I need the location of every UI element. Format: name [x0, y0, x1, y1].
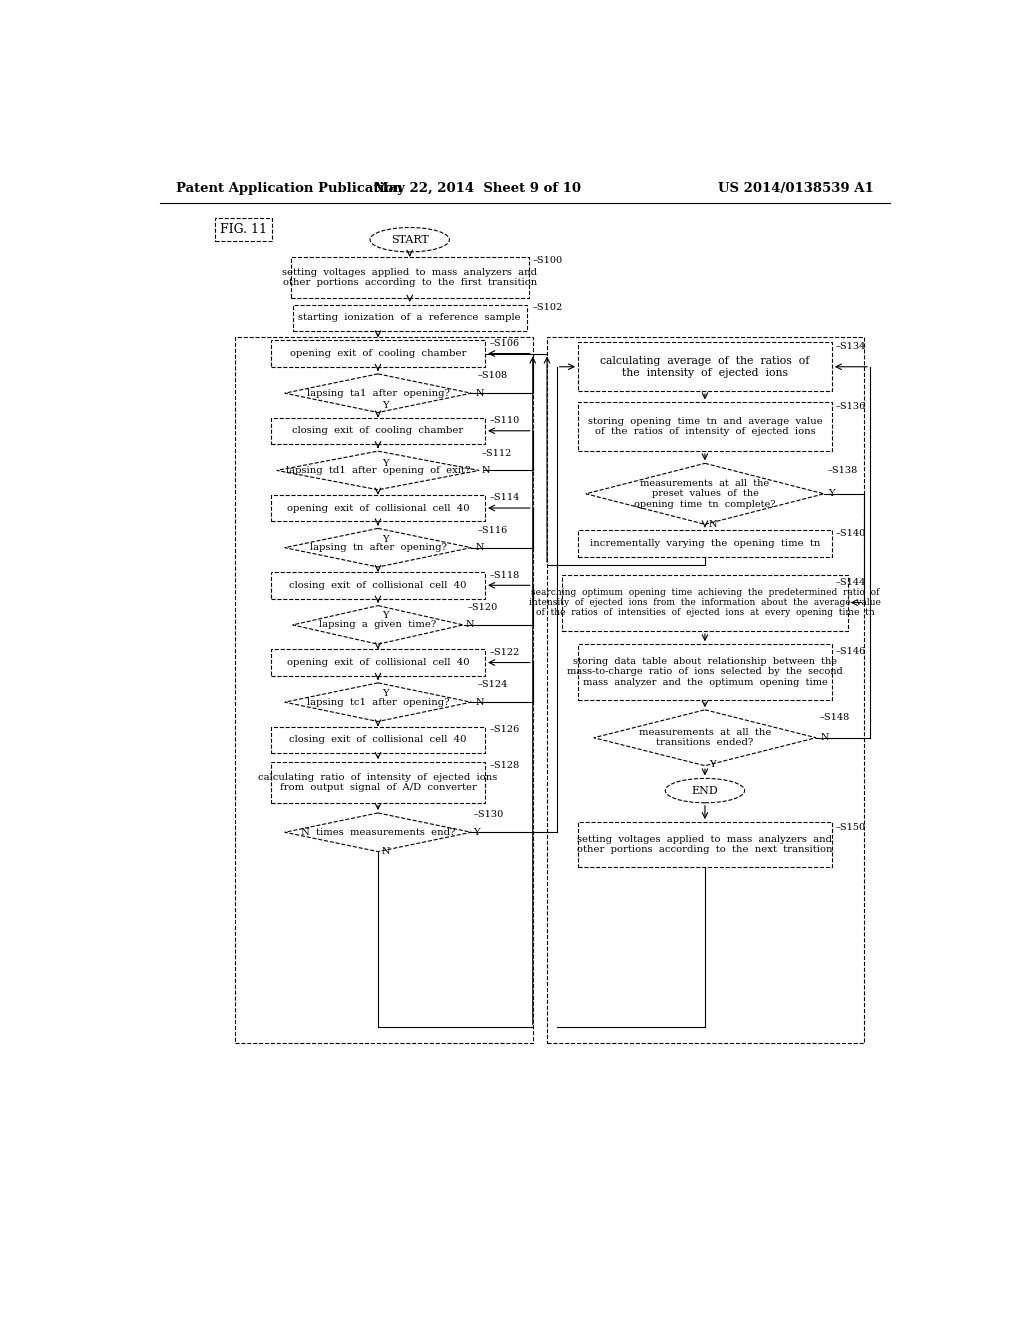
- Text: May 22, 2014  Sheet 9 of 10: May 22, 2014 Sheet 9 of 10: [374, 182, 581, 195]
- Text: –S128: –S128: [489, 760, 519, 770]
- Text: Y: Y: [382, 611, 388, 620]
- Text: Y: Y: [382, 459, 388, 467]
- Text: –S134: –S134: [836, 342, 866, 351]
- Text: searching  optimum  opening  time  achieving  the  predetermined  ratio  of
inte: searching optimum opening time achieving…: [529, 587, 881, 618]
- Text: –S144: –S144: [836, 578, 866, 586]
- Text: –S106: –S106: [489, 339, 519, 348]
- Text: Y: Y: [709, 760, 716, 768]
- Text: calculating  average  of  the  ratios  of
the  intensity  of  ejected  ions: calculating average of the ratios of the…: [600, 356, 810, 378]
- Text: setting  voltages  applied  to  mass  analyzers  and
other  portions  according : setting voltages applied to mass analyze…: [283, 268, 538, 286]
- Text: incrementally  varying  the  opening  time  tn: incrementally varying the opening time t…: [590, 539, 820, 548]
- Text: –S136: –S136: [836, 401, 866, 411]
- Text: Y: Y: [473, 828, 479, 837]
- Text: –S116: –S116: [477, 525, 508, 535]
- Text: Y: Y: [382, 401, 388, 411]
- Text: closing  exit  of  collisional  cell  40: closing exit of collisional cell 40: [289, 735, 467, 744]
- Text: Y: Y: [382, 535, 388, 544]
- Text: –S138: –S138: [828, 466, 858, 475]
- Text: Y: Y: [828, 490, 835, 499]
- Text: starting  ionization  of  a  reference  sample: starting ionization of a reference sampl…: [298, 313, 521, 322]
- Text: N: N: [475, 388, 484, 397]
- Text: –S124: –S124: [477, 680, 508, 689]
- Text: setting  voltages  applied  to  mass  analyzers  and
other  portions  according : setting voltages applied to mass analyze…: [578, 834, 833, 854]
- Text: opening  exit  of  collisional  cell  40: opening exit of collisional cell 40: [287, 503, 469, 512]
- Text: N: N: [821, 733, 829, 742]
- Text: N: N: [382, 847, 390, 857]
- Text: –S110: –S110: [489, 416, 519, 425]
- Text: FIG. 11: FIG. 11: [219, 223, 266, 236]
- Text: calculating  ratio  of  intensity  of  ejected  ions
from  output  signal  of  A: calculating ratio of intensity of ejecte…: [258, 772, 498, 792]
- Text: US 2014/0138539 A1: US 2014/0138539 A1: [718, 182, 873, 195]
- Text: N  times  measurements  end?: N times measurements end?: [301, 828, 456, 837]
- Text: –S146: –S146: [836, 647, 866, 656]
- Text: measurements  at  all  the
preset  values  of  the
opening  time  tn  complete?: measurements at all the preset values of…: [634, 479, 776, 508]
- Text: –S140: –S140: [836, 529, 866, 539]
- Text: –S118: –S118: [489, 570, 519, 579]
- Text: lapsing  tc1  after  opening?: lapsing tc1 after opening?: [307, 698, 450, 706]
- Text: –S130: –S130: [473, 810, 504, 820]
- Text: lapsing  ta1  after  opening?: lapsing ta1 after opening?: [306, 388, 450, 397]
- Text: opening  exit  of  cooling  chamber: opening exit of cooling chamber: [290, 348, 466, 358]
- Text: –S100: –S100: [532, 256, 563, 264]
- Text: opening  exit  of  collisional  cell  40: opening exit of collisional cell 40: [287, 659, 469, 667]
- Text: storing  data  table  about  relationship  between  the
mass-to-charge  ratio  o: storing data table about relationship be…: [567, 657, 843, 686]
- Text: closing  exit  of  collisional  cell  40: closing exit of collisional cell 40: [289, 581, 467, 590]
- Text: –S150: –S150: [836, 822, 866, 832]
- Text: –S126: –S126: [489, 725, 519, 734]
- Text: storing  opening  time  tn  and  average  value
of  the  ratios  of  intensity  : storing opening time tn and average valu…: [588, 417, 822, 437]
- Text: –S148: –S148: [820, 713, 850, 722]
- Text: N: N: [709, 520, 718, 529]
- Text: –S102: –S102: [532, 304, 563, 313]
- Text: lapsing  tn  after  opening?: lapsing tn after opening?: [309, 544, 446, 552]
- Text: –S120: –S120: [468, 603, 498, 612]
- Text: START: START: [391, 235, 429, 244]
- Text: –S114: –S114: [489, 494, 519, 503]
- Text: closing  exit  of  cooling  chamber: closing exit of cooling chamber: [293, 426, 464, 436]
- Text: lapsing  a  given  time?: lapsing a given time?: [319, 620, 436, 630]
- Text: –S112: –S112: [482, 449, 512, 458]
- Text: END: END: [691, 785, 718, 796]
- Text: –S122: –S122: [489, 648, 519, 657]
- Text: measurements  at  all  the
transitions  ended?: measurements at all the transitions ende…: [639, 729, 771, 747]
- Text: N: N: [475, 698, 484, 706]
- Text: Patent Application Publication: Patent Application Publication: [176, 182, 402, 195]
- Text: N: N: [481, 466, 489, 475]
- Text: Y: Y: [382, 689, 388, 697]
- Text: –S108: –S108: [477, 371, 507, 380]
- Text: N: N: [475, 544, 484, 552]
- Text: N: N: [466, 620, 474, 630]
- Text: lapsing  td1  after  opening  of  exit?: lapsing td1 after opening of exit?: [286, 466, 470, 475]
